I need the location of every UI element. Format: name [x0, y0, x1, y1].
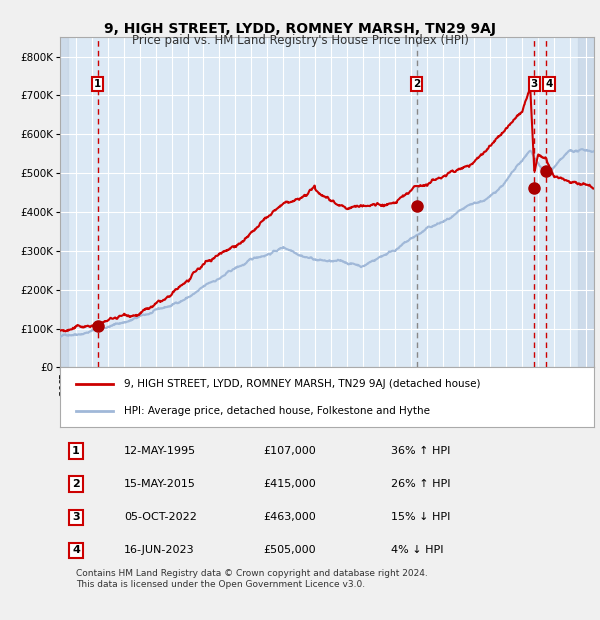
Text: 4% ↓ HPI: 4% ↓ HPI [391, 546, 443, 556]
Text: 9, HIGH STREET, LYDD, ROMNEY MARSH, TN29 9AJ: 9, HIGH STREET, LYDD, ROMNEY MARSH, TN29… [104, 22, 496, 36]
Text: 1: 1 [72, 446, 80, 456]
Text: 4: 4 [545, 79, 553, 89]
Text: 4: 4 [72, 546, 80, 556]
Text: 36% ↑ HPI: 36% ↑ HPI [391, 446, 451, 456]
Text: 05-OCT-2022: 05-OCT-2022 [124, 512, 197, 522]
Text: 1: 1 [94, 79, 101, 89]
Text: 9, HIGH STREET, LYDD, ROMNEY MARSH, TN29 9AJ (detached house): 9, HIGH STREET, LYDD, ROMNEY MARSH, TN29… [124, 379, 481, 389]
Text: 3: 3 [72, 512, 80, 522]
Text: £463,000: £463,000 [263, 512, 316, 522]
Text: £505,000: £505,000 [263, 546, 316, 556]
Text: Price paid vs. HM Land Registry's House Price Index (HPI): Price paid vs. HM Land Registry's House … [131, 34, 469, 47]
Text: 16-JUN-2023: 16-JUN-2023 [124, 546, 195, 556]
Text: 2: 2 [413, 79, 420, 89]
Text: £107,000: £107,000 [263, 446, 316, 456]
Bar [578, 37, 594, 368]
Text: HPI: Average price, detached house, Folkestone and Hythe: HPI: Average price, detached house, Folk… [124, 405, 430, 415]
Text: £415,000: £415,000 [263, 479, 316, 489]
Bar [60, 37, 68, 368]
Text: 3: 3 [531, 79, 538, 89]
Text: 26% ↑ HPI: 26% ↑ HPI [391, 479, 451, 489]
Text: 15-MAY-2015: 15-MAY-2015 [124, 479, 196, 489]
Text: 15% ↓ HPI: 15% ↓ HPI [391, 512, 451, 522]
Text: Contains HM Land Registry data © Crown copyright and database right 2024.
This d: Contains HM Land Registry data © Crown c… [76, 569, 428, 588]
Text: 12-MAY-1995: 12-MAY-1995 [124, 446, 196, 456]
Text: 2: 2 [72, 479, 80, 489]
